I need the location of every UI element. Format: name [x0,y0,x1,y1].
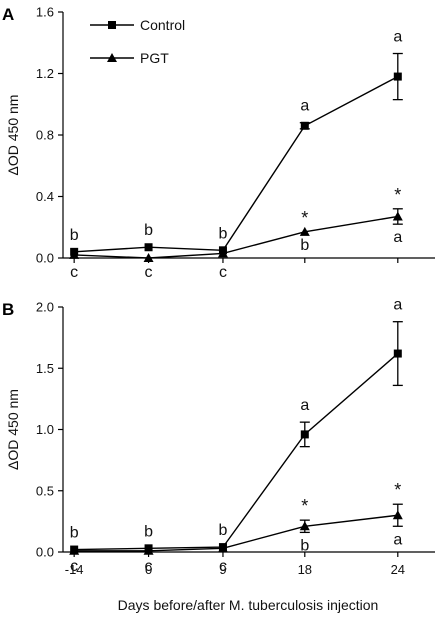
pgt-group-letter: c [70,558,78,575]
data-point [143,545,154,555]
y-tick-label: 1.5 [36,361,54,376]
pgt-group-letter: c [219,264,227,281]
data-point [143,253,154,262]
x-axis-title: Days before/after M. tuberculosis inject… [118,597,379,613]
control-group-letter: b [70,227,79,244]
y-tick-label: 1.2 [36,66,54,81]
pgt-group-letter: c [145,264,153,281]
data-point [299,226,310,236]
pgt-group-letter: a [393,229,402,246]
x-tick-label: 18 [298,562,312,577]
control-group-letter: a [300,397,309,414]
y-tick-label: 0.0 [36,251,54,266]
control-group-letter: b [144,523,153,540]
control-group-letter: a [393,29,402,46]
y-tick-label: 0.5 [36,483,54,498]
legend-label: Control [140,17,185,33]
data-point [393,72,402,81]
series-line [74,514,398,552]
panel-letter: B [2,300,14,319]
control-group-letter: a [300,98,309,115]
series-line [74,75,399,253]
significance-star: * [394,480,401,500]
y-axis-title: ΔOD 450 nm [5,389,21,470]
pgt-group-letter: c [145,558,153,575]
pgt-group-letter: b [300,237,309,254]
control-group-letter: b [70,525,79,542]
x-tick-label: -14 [65,562,84,577]
data-point [69,545,80,555]
data-point [392,510,403,520]
series-line [74,353,399,551]
data-point [144,243,153,252]
data-point [69,249,80,259]
panel-letter: A [2,5,14,24]
pgt-group-letter: a [393,531,402,548]
y-tick-label: 1.0 [36,422,54,437]
x-tick-label: 9 [219,562,226,577]
series-pgt [69,208,403,262]
x-tick-label: 24 [391,562,405,577]
data-point [300,121,309,130]
significance-star: * [301,496,308,516]
series-control [70,52,403,256]
y-tick-label: 0.4 [36,189,54,204]
x-tick-label: 0 [145,562,152,577]
data-point [217,543,228,553]
series-control [70,321,403,554]
control-group-letter: b [144,222,153,239]
data-point [217,248,228,258]
data-point [299,521,310,531]
significance-star: * [301,208,308,228]
series-line [74,215,398,259]
legend-marker [108,21,116,29]
legend-marker [107,53,117,62]
pgt-group-letter: c [219,558,227,575]
panel-b: B 0.0 0.5 1.0 1.5 2.0 ΔOD 450 nm -14 0 9 18 24 Days … [2,297,435,613]
y-axis-title: ΔOD 450 nm [5,95,21,176]
significance-star: * [394,185,401,205]
control-group-letter: a [393,297,402,314]
control-group-letter: b [219,225,228,242]
legend-label: PGT [140,50,169,66]
y-tick-label: 0.0 [36,545,54,560]
panel-a: A 0.0 0.4 0.8 1.2 1.6 ΔOD 450 nm b b b a a c c c b a * * Co… [2,5,435,281]
control-group-letter: b [219,522,228,539]
legend: Control PGT [90,17,185,66]
series-pgt [69,503,403,555]
data-point [300,430,309,439]
pgt-group-letter: c [70,264,78,281]
pgt-group-letter: b [300,537,309,554]
y-tick-label: 2.0 [36,300,54,315]
data-point [392,211,403,221]
y-tick-label: 0.8 [36,128,54,143]
y-tick-label: 1.6 [36,5,54,20]
data-point [393,349,402,358]
